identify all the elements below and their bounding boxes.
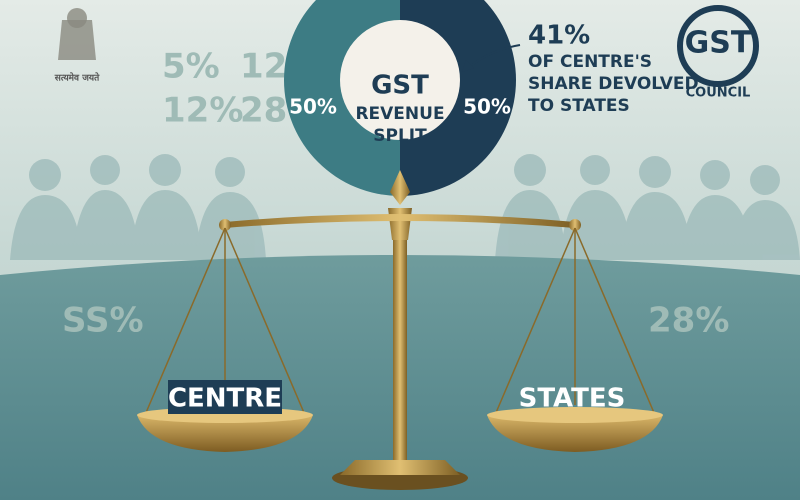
balance-scale — [137, 170, 663, 490]
value-label: 50% — [289, 95, 337, 119]
background-rate: 5% — [162, 47, 220, 87]
category-label: CENTRE — [168, 384, 282, 414]
background-rate: SS% — [62, 301, 144, 341]
pie-slice — [284, 0, 400, 196]
logo-title: GST — [685, 26, 752, 61]
center-text: GST — [371, 71, 429, 101]
emblem-motto: सत्यमेव जयते — [54, 72, 100, 84]
value-label: 50% — [463, 95, 511, 119]
category-label: STATES — [519, 384, 626, 414]
logo-subtitle: COUNCIL — [686, 86, 751, 101]
donut-hole — [340, 20, 460, 140]
gst-logo: GST COUNCIL — [677, 5, 759, 101]
annotation-text: SHARE DEVOLVED — [528, 74, 699, 94]
background-rate: 12% — [162, 91, 243, 131]
annotation-headline: 41% — [528, 21, 590, 51]
annotation-text: TO STATES — [528, 96, 630, 116]
annotation-text: OF CENTRE'S — [528, 52, 652, 72]
emblem: सत्यमेव जयते — [54, 8, 100, 84]
center-text: SPLIT — [373, 126, 427, 146]
center-text: REVENUE — [355, 104, 444, 124]
silhouettes — [10, 154, 800, 260]
pie-slice — [400, 0, 516, 196]
background-rate: 28% — [648, 301, 729, 341]
